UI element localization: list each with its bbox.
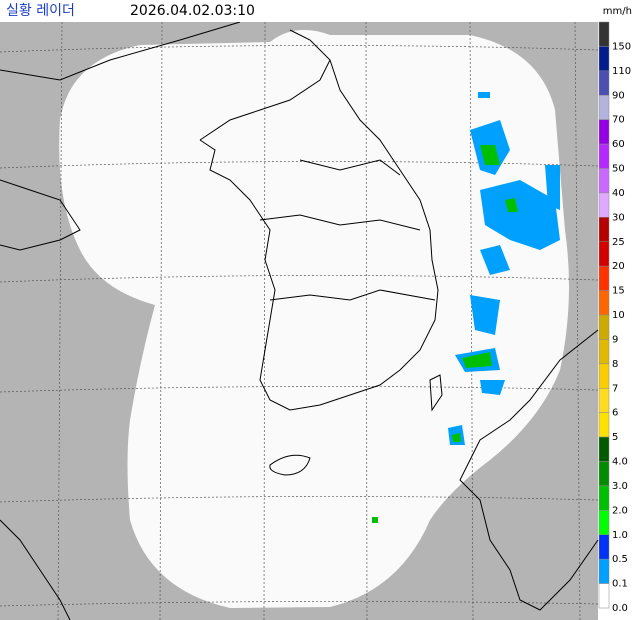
legend-label: 30 [612,212,625,223]
legend-swatch [598,95,610,120]
echo [480,145,500,165]
legend-label: 6 [612,408,618,419]
echo [545,165,560,210]
legend-swatch [598,388,610,413]
legend-label: 90 [612,90,625,101]
echo [480,245,510,275]
legend-label: 3.0 [612,481,628,492]
legend-swatch [598,510,610,536]
echo [480,380,505,395]
legend-label: 9 [612,334,618,345]
legend-swatch [598,21,610,47]
legend-swatch [598,363,610,389]
legend-swatch [598,314,610,340]
legend-label: 0.5 [612,554,628,565]
echo [480,180,560,250]
legend-label: 1.0 [612,530,628,541]
timestamp: 2026.04.02.03:10 [130,3,255,19]
rain-echoes [372,92,560,523]
legend-label: 25 [612,237,625,248]
echo [452,433,461,442]
legend-swatch [598,461,610,487]
unit: mm/h [603,6,632,17]
legend-label: 7 [612,383,618,394]
legend-swatch [598,46,610,72]
legend-label: 60 [612,139,625,150]
legend-swatch [598,290,610,316]
legend-swatch [598,558,610,584]
legend-swatch [598,119,610,145]
legend-swatch [598,168,610,194]
legend-swatch [598,143,610,169]
legend-label: 150 [612,41,631,52]
legend-label: 40 [612,188,625,199]
header-bar [0,0,635,22]
legend-swatch [598,485,610,511]
legend-swatch [598,436,610,462]
legend-swatch [598,339,610,365]
echo [478,92,490,98]
legend-swatch [598,241,610,267]
legend-swatch [598,412,610,438]
legend-label: 50 [612,164,625,175]
legend-label: 20 [612,261,625,272]
echo [462,352,492,368]
legend-swatch [598,534,610,560]
echo [372,517,378,523]
legend-swatch [598,70,610,96]
legend-label: 110 [612,66,631,77]
legend-label: 10 [612,310,625,321]
legend-label: 0.1 [612,579,628,590]
legend-label: 8 [612,359,618,370]
legend-label: 0.0 [612,603,628,614]
legend-swatch [598,583,610,609]
legend-label: 2.0 [612,505,628,516]
legend-label: 5 [612,432,618,443]
legend-swatch [598,265,610,291]
legend-label: 4.0 [612,457,628,468]
echo [505,198,518,212]
legend-label: 70 [612,115,625,126]
legend-swatch [598,217,610,242]
radar-coverage [59,29,570,609]
legend-swatch [598,192,610,218]
legend: 150 110 90 70 60 50 40 30 25 20 15 10 9 8 7 6 5 4.0 3.0 2.0… [598,21,631,614]
title: 실황 레이더 [6,3,75,19]
echo [470,295,500,335]
coastlines [0,21,599,620]
legend-label: 15 [612,286,625,297]
